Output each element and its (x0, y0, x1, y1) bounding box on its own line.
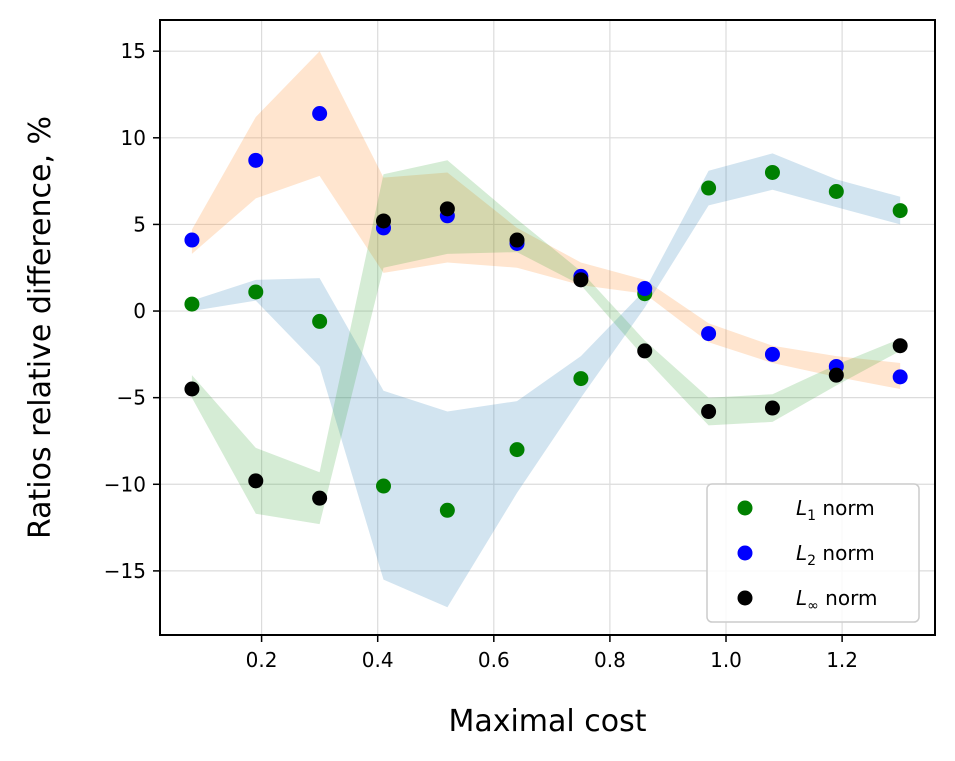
point-series-0 (312, 313, 328, 329)
point-series-1 (184, 232, 200, 248)
point-series-0 (376, 478, 392, 494)
band-0 (191, 51, 901, 389)
point-series-0 (248, 284, 264, 300)
legend-marker (737, 590, 753, 606)
legend-label: L2 norm (796, 541, 875, 569)
point-series-2 (312, 490, 328, 506)
point-series-1 (248, 152, 264, 168)
point-series-2 (248, 473, 264, 489)
point-series-1 (764, 346, 780, 362)
x-tick-label: 0.2 (246, 648, 278, 672)
x-tick-label: 0.8 (594, 648, 626, 672)
y-tick-label: 5 (133, 212, 146, 236)
point-series-2 (764, 400, 780, 416)
y-tick-label: −5 (117, 386, 146, 410)
point-series-2 (184, 381, 200, 397)
data-points (184, 106, 908, 518)
point-series-0 (764, 164, 780, 180)
y-tick-label: −15 (104, 559, 146, 583)
y-axis-label: Ratios relative difference, % (23, 116, 58, 539)
point-series-2 (573, 272, 589, 288)
point-series-0 (439, 502, 455, 518)
legend-marker (737, 500, 753, 516)
point-series-0 (828, 184, 844, 200)
point-series-0 (509, 442, 525, 458)
y-axis-ticks: 15 10 5 0 −5 −10 −15 (104, 39, 160, 583)
point-series-2 (701, 404, 717, 420)
x-tick-label: 1.2 (826, 648, 858, 672)
plot-area-frame (159, 19, 936, 636)
band-2 (191, 160, 901, 525)
legend-label: L∞ norm (796, 586, 877, 614)
legend: L1 norm L2 norm L∞ norm (706, 483, 920, 623)
x-tick-label: 1.0 (710, 648, 742, 672)
legend-label: L1 norm (796, 496, 875, 524)
point-series-0 (701, 180, 717, 196)
point-series-2 (509, 232, 525, 248)
point-series-1 (637, 281, 653, 297)
x-axis-label: Maximal cost (448, 704, 646, 739)
legend-box (706, 483, 920, 623)
y-tick-label: −10 (104, 472, 146, 496)
band-1 (191, 153, 901, 608)
point-series-0 (184, 296, 200, 312)
point-series-0 (892, 203, 908, 219)
point-series-1 (892, 369, 908, 385)
x-tick-label: 0.6 (478, 648, 510, 672)
y-tick-label: 0 (133, 299, 146, 323)
y-tick-label: 10 (121, 126, 146, 150)
legend-marker (737, 545, 753, 561)
point-series-2 (439, 201, 455, 217)
point-series-0 (573, 371, 589, 387)
x-axis-ticks: 0.2 0.4 0.6 0.8 1.0 1.2 (246, 635, 858, 672)
x-tick-label: 0.4 (362, 648, 394, 672)
point-series-2 (828, 367, 844, 383)
point-series-2 (892, 338, 908, 354)
confidence-bands (191, 51, 901, 608)
point-series-2 (376, 213, 392, 229)
y-tick-label: 15 (121, 39, 146, 63)
point-series-1 (701, 326, 717, 342)
point-series-2 (637, 343, 653, 359)
point-series-1 (312, 106, 328, 122)
